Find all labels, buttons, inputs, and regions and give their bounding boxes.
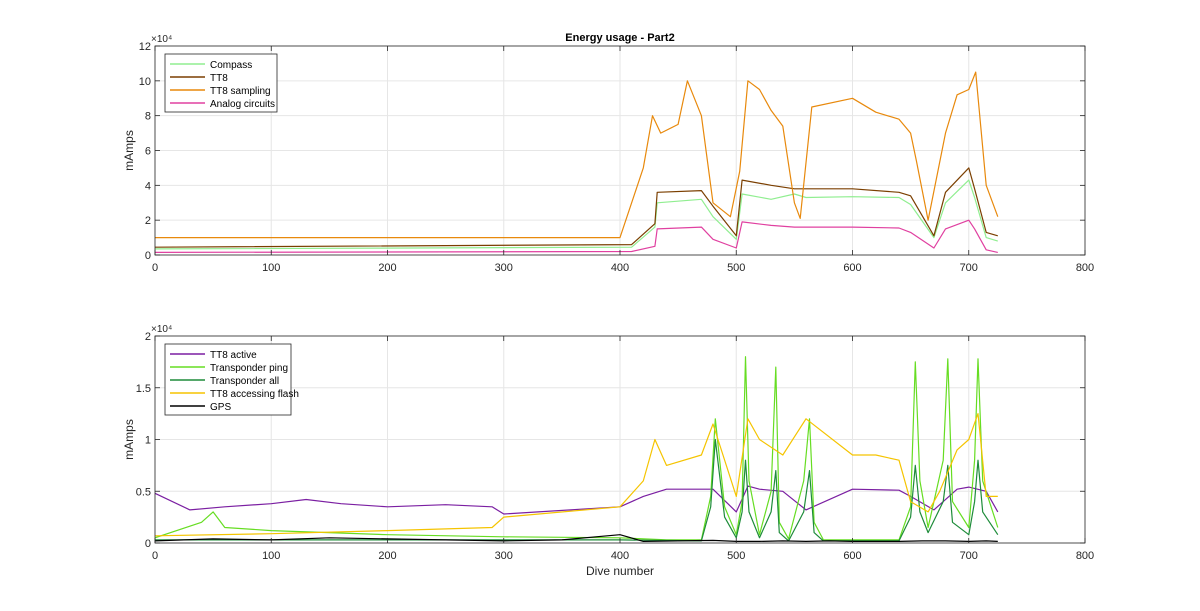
- y-tick-label: 2: [145, 215, 151, 227]
- series-line-tt8: [155, 167, 998, 248]
- series-line-tt8-active: [155, 485, 999, 515]
- legend-entry: TT8 active: [210, 350, 257, 361]
- x-tick-label: 500: [727, 550, 745, 562]
- series-line-transponder-all: [155, 438, 999, 542]
- x-tick-label: 800: [1076, 550, 1094, 562]
- series-line-compass: [155, 179, 998, 250]
- y-tick-label: 8: [145, 111, 151, 123]
- x-tick-label: 400: [611, 550, 629, 562]
- y-tick-label: 10: [139, 76, 151, 88]
- legend-entry: TT8 accessing flash: [210, 389, 299, 400]
- y-tick-label: 4: [145, 180, 151, 192]
- x-tick-label: 800: [1076, 262, 1094, 274]
- x-tick-label: 400: [611, 262, 629, 274]
- series-line-transponder-ping: [155, 356, 999, 541]
- y-tick-label: 12: [139, 41, 151, 53]
- y-tick-label: 0: [145, 250, 151, 262]
- series-line-tt8-accessing-flash: [155, 413, 998, 537]
- legend: TT8 active Transponder ping Transponder al…: [164, 343, 299, 416]
- series-group: [155, 356, 999, 543]
- legend-entry: TT8 sampling: [210, 86, 271, 97]
- y-exponent-label: ×10⁴: [151, 34, 172, 45]
- legend: Compass TT8 TT8 sampling Analog circuits: [164, 53, 278, 113]
- legend-entry: Transponder all: [210, 376, 279, 387]
- series-line-gps: [155, 534, 998, 543]
- x-tick-label: 700: [960, 262, 978, 274]
- series-group: [155, 71, 999, 253]
- chart-title: Energy usage - Part2: [565, 32, 674, 44]
- legend-entry: GPS: [210, 402, 231, 413]
- y-tick-label: 1.5: [136, 383, 151, 395]
- x-tick-label: 200: [378, 262, 396, 274]
- x-tick-label: 200: [378, 550, 396, 562]
- x-tick-label: 600: [843, 262, 861, 274]
- legend-entry: Compass: [210, 60, 252, 71]
- x-tick-label: 0: [152, 550, 158, 562]
- x-tick-label: 100: [262, 262, 280, 274]
- y-tick-label: 0: [145, 538, 151, 550]
- legend-entry: TT8: [210, 73, 228, 84]
- x-tick-label: 300: [495, 262, 513, 274]
- legend-entry: Transponder ping: [210, 363, 288, 374]
- x-tick-label: 100: [262, 550, 280, 562]
- y-tick-label: 0.5: [136, 486, 151, 498]
- y-tick-label: 1: [145, 435, 151, 447]
- x-tick-label: 500: [727, 262, 745, 274]
- x-tick-label: 700: [960, 550, 978, 562]
- series-line-tt8-sampling: [155, 71, 999, 239]
- x-tick-label: 300: [495, 550, 513, 562]
- y-axis-label: mAmps: [122, 419, 136, 460]
- x-tick-label: 0: [152, 262, 158, 274]
- series-line-analog-circuits: [155, 219, 998, 253]
- y-exponent-label: ×10⁴: [151, 324, 172, 335]
- bottom-axes: 0 100 200 300 400 500 600 700 800 0 0.5 1 1.5 2×10⁴ mA…: [122, 324, 1094, 578]
- x-tick-label: 600: [843, 550, 861, 562]
- legend-entry: Analog circuits: [210, 99, 275, 110]
- y-axis-label: mAmps: [122, 130, 136, 171]
- y-tick-label: 2: [145, 331, 151, 343]
- x-axis-label: Dive number: [586, 564, 654, 578]
- top-axes: 0 100 200 300 400 500 600 700 800 0 2 4 6 8 10 12×10⁴ mA…: [122, 32, 1094, 274]
- y-tick-label: 6: [145, 146, 151, 158]
